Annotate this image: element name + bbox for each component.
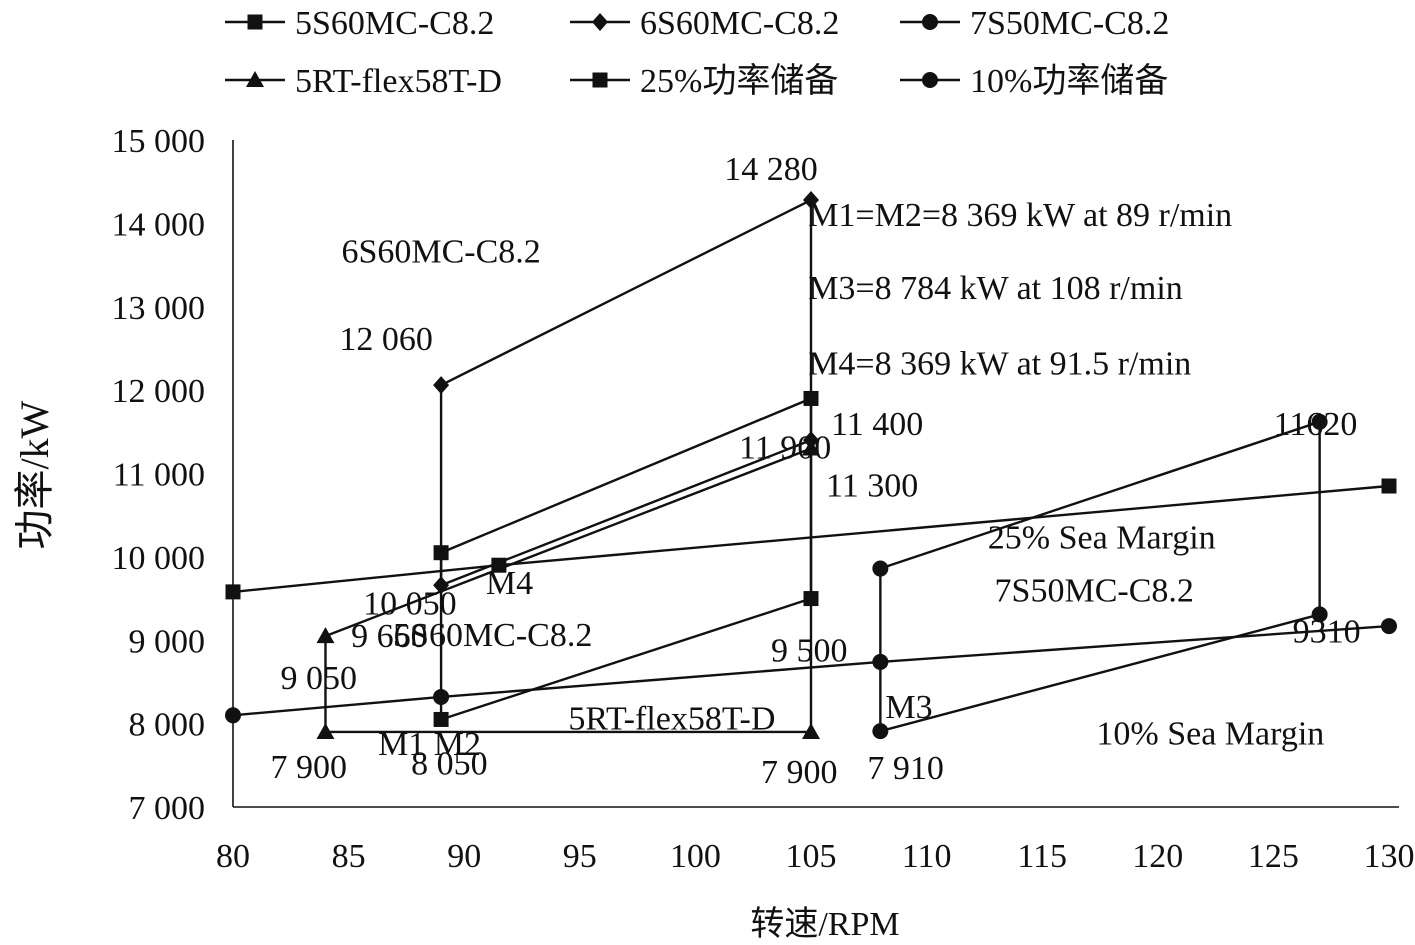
- x-tick-label: 115: [1017, 838, 1067, 875]
- data-point-3: [316, 627, 335, 644]
- annotation-label: M3: [885, 689, 932, 726]
- y-tick-label: 14 000: [112, 206, 206, 243]
- annotation-label: 5RT-flex58T-D: [568, 700, 775, 737]
- annotation-label: 25% Sea Margin: [988, 520, 1216, 557]
- data-point-2: [872, 560, 889, 577]
- annotation-label: 14 280: [724, 151, 818, 188]
- legend-marker: [246, 71, 264, 87]
- data-point-5: [1381, 618, 1397, 635]
- annotation-label: 9 660: [351, 618, 428, 655]
- markers: [225, 191, 1397, 740]
- annotation-label: 7 910: [867, 750, 944, 787]
- data-point-3: [316, 722, 335, 739]
- y-tick-label: 12 000: [112, 373, 206, 410]
- x-tick-label: 110: [902, 838, 952, 875]
- legend-marker: [592, 72, 608, 88]
- data-point-2: [872, 723, 889, 740]
- legend-marker: [922, 14, 938, 30]
- annotation-label: 11620: [1274, 406, 1358, 443]
- annotation-label: 6S60MC-C8.2: [341, 234, 540, 271]
- annotation-label: 10% Sea Margin: [1096, 715, 1324, 752]
- data-point-0: [803, 390, 819, 406]
- y-tick-label: 7 000: [129, 790, 206, 827]
- x-tick-label: 85: [332, 838, 366, 875]
- x-tick-label: 80: [216, 838, 250, 875]
- annotation-label: 12 060: [339, 321, 433, 358]
- legend: 5S60MC-C8.2 6S60MC-C8.2 7S50MC-C8.2 5RT-fle…: [225, 5, 1169, 100]
- y-tick-label: 10 000: [112, 540, 206, 577]
- x-tick-label: 125: [1248, 838, 1299, 875]
- y-tick-label: 15 000: [112, 123, 206, 160]
- annotation-label: 7 900: [761, 754, 838, 791]
- series-line-5: [232, 624, 1390, 717]
- data-point-2: [1311, 606, 1328, 623]
- annotation-label: 10 050: [363, 586, 457, 623]
- annotation-label: M1 M2: [378, 726, 481, 763]
- data-point-4: [1381, 478, 1397, 494]
- annotation-label: 8 050: [411, 745, 488, 782]
- x-tick-label: 120: [1132, 838, 1183, 875]
- annotation-label: 9310: [1293, 613, 1361, 650]
- annotation-label: M4=8 369 kW at 91.5 r/min: [808, 346, 1191, 383]
- data-point-1: [433, 376, 450, 395]
- data-point-4: [225, 584, 241, 600]
- legend-marker: [592, 13, 608, 31]
- data-point-5: [433, 688, 450, 705]
- annotation-label: 11 400: [831, 406, 923, 443]
- x-tick-label: 130: [1364, 838, 1415, 875]
- legend-label: 7S50MC-C8.2: [970, 5, 1169, 42]
- legend-label: 10%功率储备: [970, 62, 1168, 100]
- data-point-5: [225, 707, 241, 724]
- data-point-0: [803, 591, 819, 607]
- legend-label: 5S60MC-C8.2: [295, 5, 494, 42]
- legend-marker: [922, 72, 938, 88]
- annotation-label: 11 900: [739, 429, 831, 466]
- annotation-label: 9 050: [280, 660, 357, 697]
- x-tick-label: 100: [670, 838, 721, 875]
- annotation-label: 5S60MC-C8.2: [393, 617, 592, 654]
- legend-label: 6S60MC-C8.2: [640, 5, 839, 42]
- data-point-1: [803, 191, 819, 210]
- axes: 80 85 90 95 100 105 110 115 120 125 130 7 000 8 000 9…: [112, 123, 1415, 875]
- data-point-0: [433, 711, 449, 727]
- legend-label: 25%功率储备: [640, 62, 838, 100]
- data-point-4: [491, 557, 507, 573]
- data-point-0: [433, 545, 449, 561]
- annotation-label: 9 500: [771, 633, 848, 670]
- y-axis-title: 功率/kW: [12, 400, 57, 549]
- y-tick-label: 13 000: [112, 290, 206, 327]
- data-point-1: [433, 576, 450, 595]
- y-tick-label: 11 000: [113, 457, 205, 494]
- annotation-label: M1=M2=8 369 kW at 89 r/min: [808, 197, 1232, 234]
- x-tick-label: 90: [447, 838, 481, 875]
- annotation-label: 7S50MC-C8.2: [995, 572, 1194, 609]
- y-tick-label: 9 000: [129, 623, 206, 660]
- data-point-5: [872, 653, 889, 670]
- data-point-2: [1311, 413, 1328, 430]
- data-point-3: [802, 439, 820, 456]
- x-tick-label: 95: [563, 838, 597, 875]
- annotation-label: M4: [486, 565, 533, 602]
- annotation-label: M3=8 784 kW at 108 r/min: [808, 270, 1183, 307]
- annotation-label: 11 300: [826, 467, 918, 504]
- x-tick-label: 105: [786, 838, 837, 875]
- annotation-label: 7 900: [270, 749, 347, 786]
- legend-label: 5RT-flex58T-D: [295, 63, 502, 100]
- x-axis-title: 转速/RPM: [750, 905, 899, 943]
- legend-marker: [247, 14, 263, 30]
- data-point-3: [802, 722, 820, 739]
- y-tick-label: 8 000: [129, 707, 206, 744]
